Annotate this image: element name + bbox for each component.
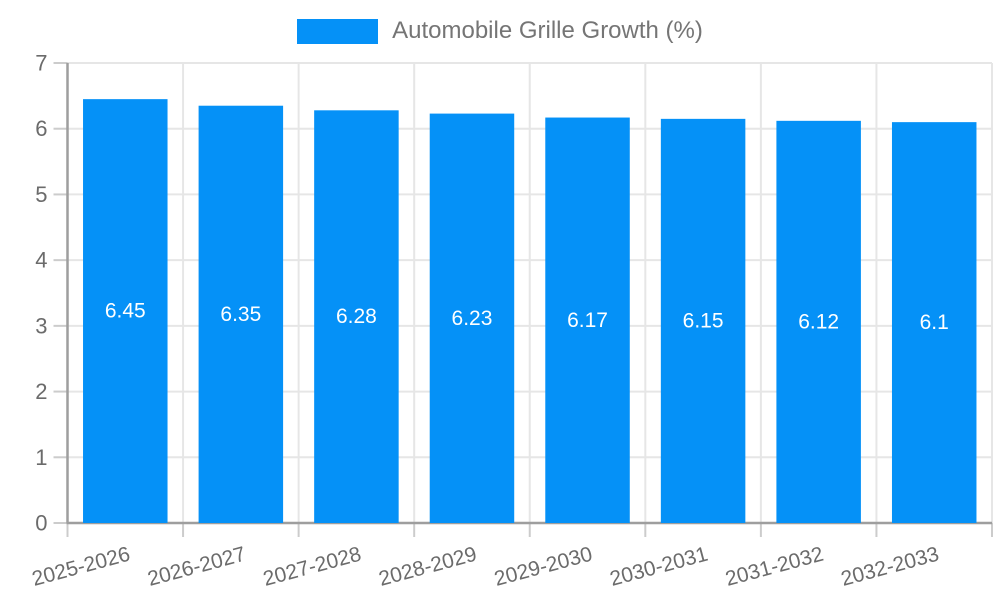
x-tick-label: 2026-2027 [145,543,248,591]
bar-value-label: 6.17 [567,309,608,332]
x-tick-label: 2029-2030 [492,543,595,591]
x-tick-label: 2031-2032 [723,543,826,591]
x-tick-label: 2032-2033 [839,543,942,591]
bar[interactable] [198,105,284,523]
legend-label: Automobile Grille Growth (%) [392,17,703,44]
bar[interactable] [429,113,515,523]
y-tick-label: 4 [35,248,47,273]
bar[interactable] [891,122,977,524]
y-tick-label: 2 [35,379,47,404]
bar-value-label: 6.15 [683,309,724,332]
bar-value-label: 6.28 [336,305,377,328]
x-tick-label: 2027-2028 [261,543,364,591]
legend-swatch [297,18,379,44]
bar-value-label: 6.45 [105,300,146,323]
bar[interactable] [545,117,630,524]
bar[interactable] [83,99,168,524]
x-tick-label: 2030-2031 [607,543,710,591]
x-tick-label: 2025-2026 [30,543,133,591]
bar[interactable] [776,120,861,523]
y-tick-label: 5 [35,182,47,207]
y-tick-label: 3 [35,313,47,338]
bar-value-label: 6.12 [798,310,839,333]
y-tick-label: 7 [35,51,47,76]
bar-value-label: 6.23 [452,307,493,330]
legend: Automobile Grille Growth (%) [0,17,1000,45]
x-tick-label: 2028-2029 [376,543,479,591]
bar-value-label: 6.35 [220,303,261,326]
bar[interactable] [660,118,746,523]
legend-item[interactable]: Automobile Grille Growth (%) [297,17,703,45]
bar-value-label: 6.1 [920,311,949,334]
bar[interactable] [314,110,399,524]
y-tick-label: 1 [35,445,47,470]
y-tick-label: 6 [35,116,47,141]
y-tick-label: 0 [35,511,47,536]
